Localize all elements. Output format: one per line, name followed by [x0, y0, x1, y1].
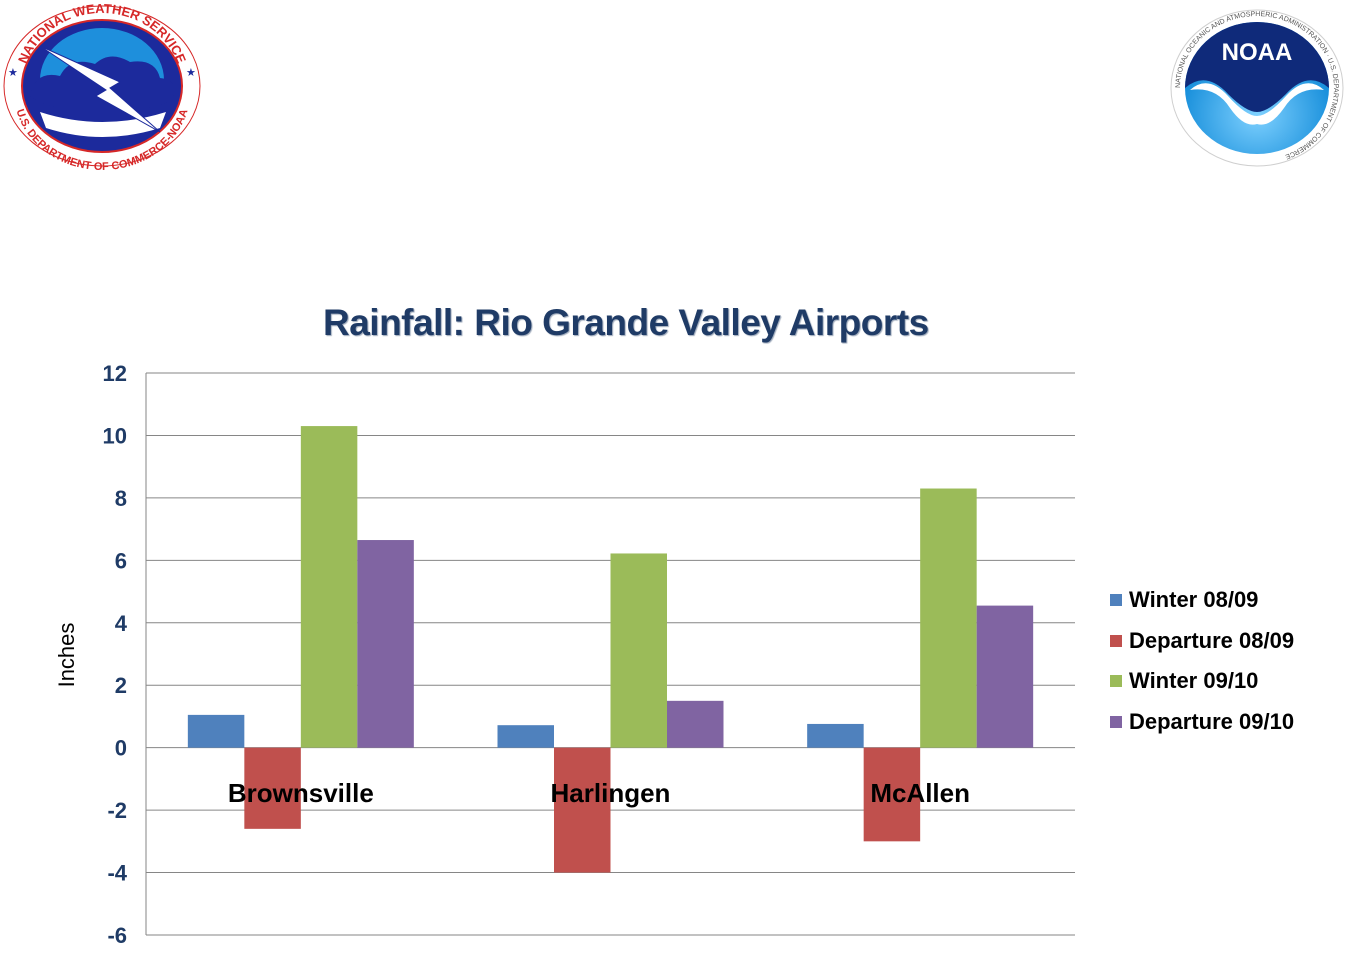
bar: [554, 747, 611, 873]
legend-label: Winter 08/09: [1129, 587, 1259, 613]
y-tick-label: 4: [115, 611, 128, 636]
chart-title: Rainfall: Rio Grande Valley Airports: [323, 302, 929, 343]
legend-label: Departure 09/10: [1129, 708, 1295, 734]
y-tick-label: -4: [107, 861, 127, 886]
y-tick-label: -2: [107, 798, 127, 823]
nws-logo: NATIONAL WEATHER SERVICE U.S. DEPARTMENT…: [2, 1, 202, 170]
svg-text:★: ★: [186, 66, 196, 79]
bar: [976, 605, 1034, 748]
y-tick-label: 12: [103, 361, 127, 386]
legend-item: Departure 09/10: [1110, 702, 1294, 743]
y-tick-label: 0: [115, 736, 127, 761]
noaa-logo: NATIONAL OCEANIC AND ATMOSPHERIC ADMINIS…: [1170, 9, 1344, 167]
bar: [807, 723, 864, 748]
bar: [610, 553, 667, 748]
bar: [497, 725, 554, 748]
bar: [667, 700, 724, 748]
legend-swatch: [1110, 675, 1122, 688]
bar: [187, 714, 245, 748]
bar: [357, 540, 414, 748]
y-tick-label: 2: [115, 673, 127, 698]
legend-label: Departure 08/09: [1129, 627, 1295, 653]
legend-swatch: [1110, 594, 1122, 607]
legend-swatch: [1110, 634, 1122, 647]
svg-text:★: ★: [8, 66, 18, 79]
x-category-label: McAllen: [870, 778, 970, 808]
legend-item: Winter 09/10: [1110, 661, 1294, 702]
legend-swatch: [1110, 715, 1122, 728]
x-category-label: Harlingen: [551, 778, 671, 808]
legend: Winter 08/09 Departure 08/09 Winter 09/10 D…: [1110, 580, 1294, 742]
bar: [920, 488, 977, 748]
noaa-text: NOAA: [1222, 39, 1293, 66]
y-tick-label: -6: [107, 923, 127, 948]
legend-label: Winter 09/10: [1129, 668, 1259, 694]
x-category-label: Brownsville: [228, 778, 374, 808]
y-tick-label: 6: [115, 548, 127, 573]
bar: [244, 747, 301, 829]
y-tick-label: 8: [115, 486, 127, 511]
legend-item: Departure 08/09: [1110, 621, 1294, 662]
bar: [863, 747, 921, 842]
y-tick-label: 10: [103, 423, 127, 448]
legend-item: Winter 08/09: [1110, 580, 1294, 621]
bar: [300, 426, 358, 748]
